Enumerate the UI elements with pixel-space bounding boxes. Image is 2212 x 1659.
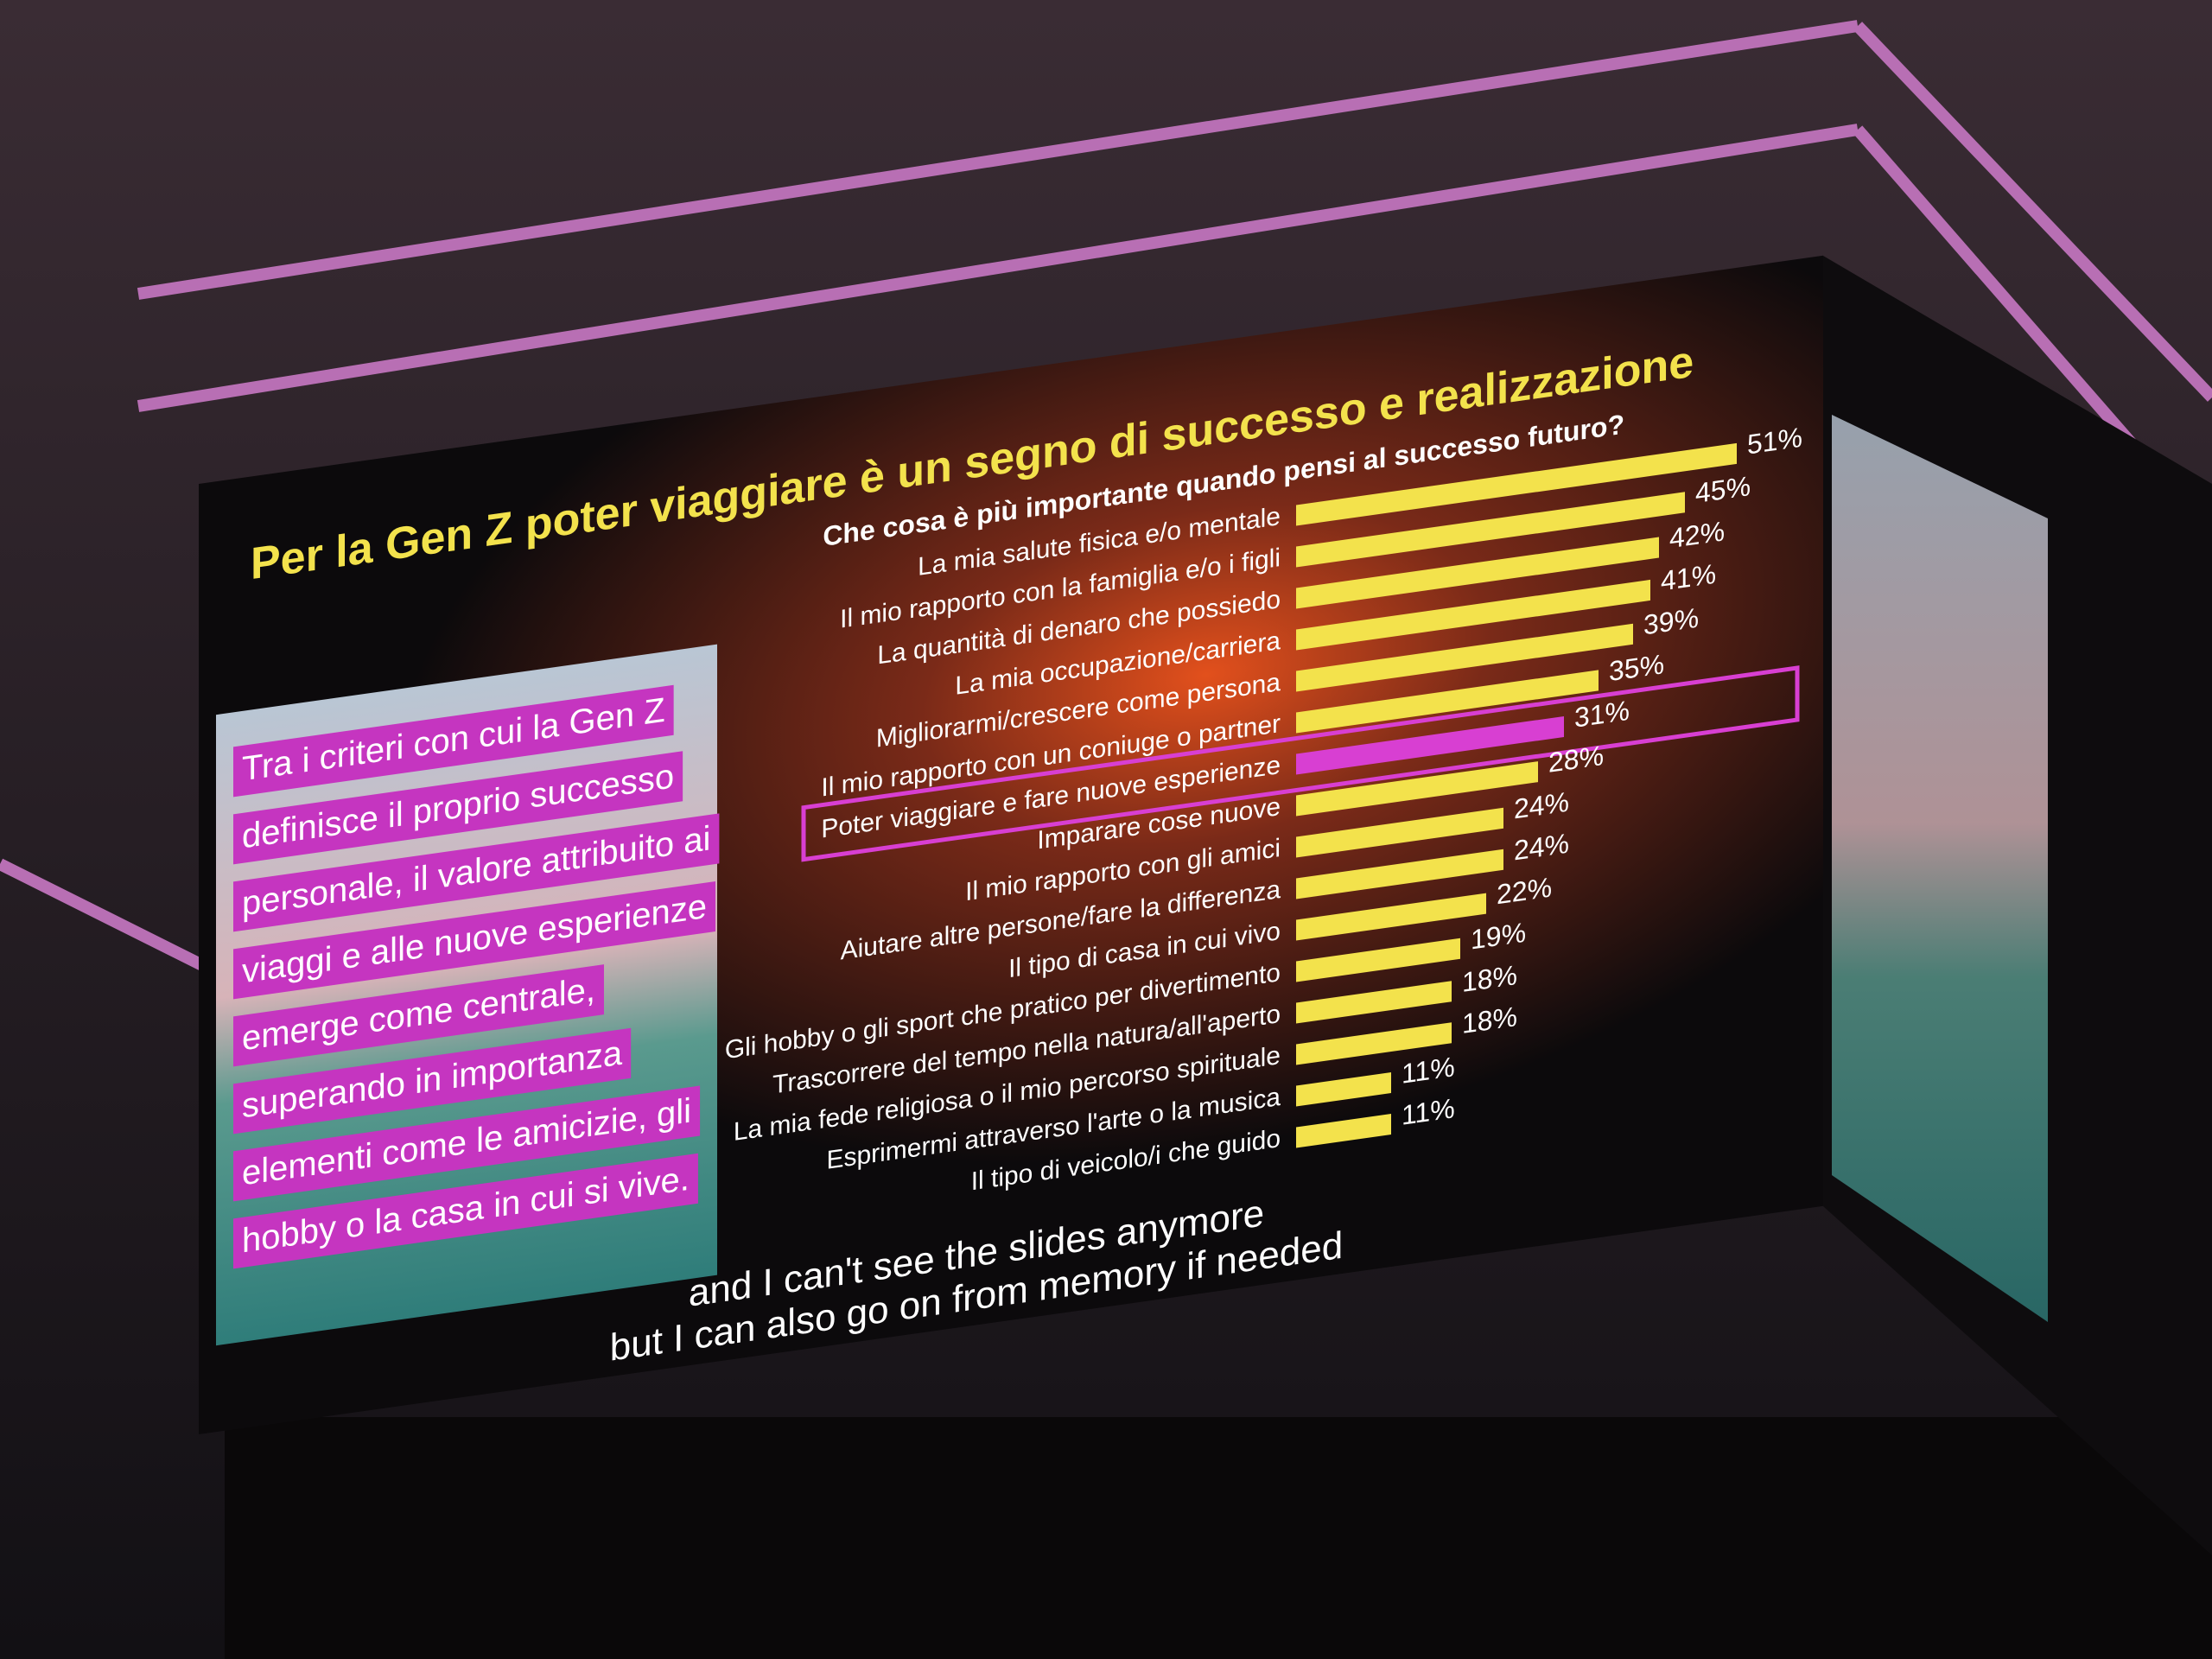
bar [1296, 938, 1460, 982]
bar [1296, 442, 1737, 526]
text-highlight [233, 1027, 632, 1135]
value-label: 11% [1402, 1051, 1455, 1089]
text-highlight [233, 880, 716, 1000]
bar [1296, 761, 1538, 817]
bar [1296, 1072, 1391, 1107]
text-highlight [233, 751, 683, 865]
bar [1296, 670, 1599, 734]
bar [1296, 623, 1633, 692]
truss [0, 20, 2212, 974]
bar [1296, 893, 1486, 941]
side-picture [1832, 415, 2048, 1322]
bar [1296, 492, 1685, 568]
screen: Per la Gen Z poter viaggiare è un segno … [199, 255, 1823, 1434]
bar [1296, 715, 1564, 775]
bar [1296, 537, 1659, 609]
bar [1296, 1114, 1391, 1148]
bar [1296, 579, 1650, 651]
text-highlight [233, 1085, 701, 1202]
led-rig [225, 1417, 2212, 1659]
bar [1296, 981, 1452, 1024]
text-highlight [233, 1153, 698, 1269]
text-highlight [233, 813, 720, 932]
text-highlight [233, 684, 674, 798]
highlight-box [801, 665, 1800, 862]
text-highlight [233, 964, 604, 1067]
bar [1296, 1022, 1452, 1065]
value-label: 11% [1402, 1092, 1455, 1130]
bar [1296, 849, 1503, 899]
bar [1296, 807, 1503, 858]
